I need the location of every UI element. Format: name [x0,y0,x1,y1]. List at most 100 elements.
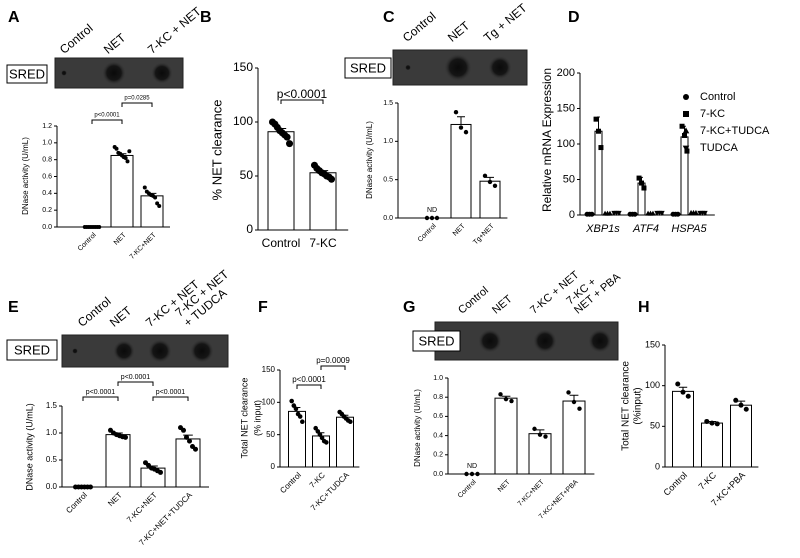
data-point [319,435,325,441]
data-point [193,446,198,452]
y-axis-label: DNase activity (U/mL) [21,137,30,215]
data-point [675,381,681,387]
y-axis-label: Total NET clearance [239,378,249,459]
legend-marker [682,145,690,152]
gel-image [434,321,619,361]
data-point [324,440,329,445]
x-tick-label: XBP1s [585,223,620,235]
y-tick-label: 0 [246,222,253,236]
data-point [88,484,93,490]
significance-label: p<0.0001 [121,374,150,381]
data-point [286,140,294,148]
legend-label: 7-KC [700,108,725,120]
y-axis-label: DNase activity (U/mL) [24,403,34,491]
data-point [181,427,186,433]
y-axis-label: Relative mRNA Expression [540,68,554,212]
data-point [589,211,595,217]
panel-letter: C [383,9,395,26]
y-tick-label: 0.8 [42,157,52,164]
data-point [142,185,147,190]
data-point [702,210,708,216]
legend-marker [682,127,690,134]
bar [110,154,134,228]
data-point [639,180,644,186]
data-point [184,434,189,440]
bar [528,433,552,475]
gel-label: SRED [350,60,386,75]
panel-letter: A [8,9,20,26]
data-point [97,225,102,229]
y-axis-label: (%input) [633,387,644,424]
y-tick-label: 0.8 [433,394,443,401]
y-tick-label: 1.0 [383,138,393,145]
significance-label: p<0.0001 [292,375,326,384]
gel-label: SRED [9,66,45,81]
data-point [632,211,638,217]
gel-spot [533,329,557,353]
data-point [650,210,656,216]
bar [479,180,501,219]
data-point [348,419,353,425]
legend-label: 7-KC+TUDCA [700,125,770,137]
gel-spot [148,339,172,363]
legend-marker [683,94,689,100]
data-point [313,425,318,431]
y-tick-label: 100 [233,114,253,128]
panel-letter: G [403,299,415,316]
y-tick-label: 100 [645,380,660,390]
y-tick-label: 50 [650,421,660,431]
bar [267,131,295,231]
gel-label-box [6,339,58,361]
data-point [434,215,440,221]
y-tick-label: 0 [569,209,575,221]
data-point [317,432,323,437]
panel-letter: E [8,299,19,316]
data-point [463,129,469,135]
data-point [607,210,613,216]
significance-label: p<0.0001 [156,389,185,396]
data-point [743,406,749,412]
y-tick-label: 150 [645,339,660,349]
data-point [482,173,488,179]
data-point [659,210,665,216]
y-axis-label: DNase activity (U/mL) [365,121,374,199]
data-point [492,183,498,188]
gel-spot [588,329,612,353]
data-point [125,159,130,164]
legend-label: Control [700,91,735,103]
data-point [733,397,739,403]
data-point [709,420,715,426]
data-point [704,418,710,424]
data-point [598,145,604,151]
y-tick-label: 50 [266,430,275,439]
x-tick-label: HSPA5 [671,223,707,235]
y-tick-label: 1.0 [46,428,58,437]
data-point [291,403,297,408]
significance-bracket [117,381,154,386]
bar [562,400,586,475]
y-tick-label: 0.2 [433,452,443,459]
bar [105,434,131,488]
significance-bracket [280,99,324,104]
panel-letter: D [568,9,580,26]
bar [594,130,603,216]
data-point [685,393,691,399]
y-tick-label: 150 [557,102,575,114]
panel-letter: B [200,9,212,26]
data-point [509,398,514,404]
data-point [636,175,642,181]
y-tick-label: 1.0 [433,375,443,382]
data-point [158,469,163,475]
y-tick-label: 200 [557,67,575,79]
annotation: ND [467,463,477,470]
data-point [328,175,336,183]
data-point [537,432,543,437]
data-point [469,471,475,477]
data-point [680,389,686,395]
significance-bracket [296,384,322,389]
annotation: ND [427,207,437,214]
y-tick-label: 0.0 [42,224,52,231]
y-tick-label: 1.0 [42,140,52,147]
